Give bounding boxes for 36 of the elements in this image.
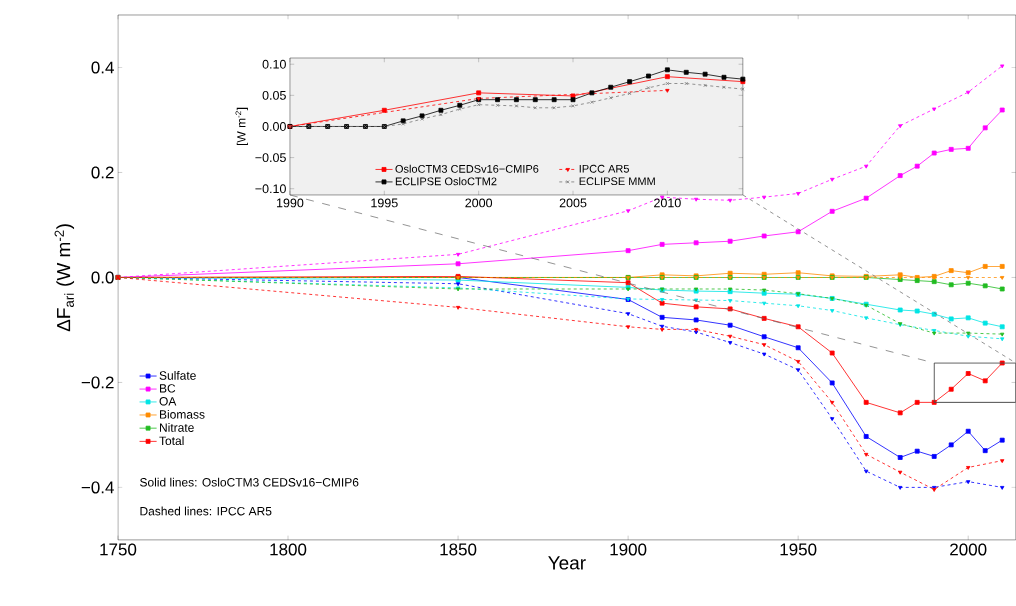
y-tick-label: 0.00 <box>262 122 286 131</box>
legend-label: ECLIPSE MMM <box>579 177 655 186</box>
y-tick-label: 0.10 <box>262 59 286 69</box>
legend-label: Total <box>159 436 184 446</box>
legend-label: Sulfate <box>159 371 196 380</box>
x-tick-label: 2000 <box>465 198 493 208</box>
y-tick-label: 0.2 <box>91 166 114 179</box>
y-tick-label: 0.4 <box>91 61 114 74</box>
y-tick-label: −0.4 <box>81 481 114 494</box>
legend-label: IPCC AR5 <box>579 164 629 173</box>
legend-label: BC <box>160 384 176 393</box>
y-tick-label: −0.2 <box>81 376 114 389</box>
x-tick-label: 2000 <box>950 543 987 556</box>
x-tick-label: 1990 <box>277 198 304 208</box>
x-axis-title: Year <box>548 556 586 570</box>
legend-label: OsloCTM3 CEDSv16−CMIP6 <box>395 164 539 173</box>
y-tick-label: −0.05 <box>255 153 286 163</box>
y-axis-title: ΔF$_{ari}$ (W m$^{-2}$) <box>54 224 75 332</box>
annotation: Dashed lines: IPCC AR5 <box>140 506 272 516</box>
y-tick-label: 0.0 <box>91 271 114 284</box>
x-tick-label: 2005 <box>559 198 587 208</box>
annotation: Solid lines: OsloCTM3 CEDSv16−CMIP6 <box>140 477 359 487</box>
legend-label: Nitrate <box>160 423 194 432</box>
x-tick-label: 1950 <box>780 543 817 556</box>
legend-label: OA <box>159 397 177 406</box>
y-axis-title: [W m$^{-2}$] <box>235 107 248 146</box>
x-tick-label: 1850 <box>440 543 477 556</box>
x-tick-label: 1750 <box>100 543 137 556</box>
x-tick-label: 1995 <box>371 198 398 208</box>
x-tick-label: 1900 <box>610 543 647 556</box>
x-tick-label: 1800 <box>270 543 307 556</box>
x-tick-label: 2010 <box>654 198 681 208</box>
legend-label: Biomass <box>160 409 205 419</box>
y-tick-label: 0.05 <box>262 90 286 100</box>
y-tick-label: −0.10 <box>255 184 286 194</box>
legend-label: ECLIPSE OsloCTM2 <box>395 177 497 186</box>
